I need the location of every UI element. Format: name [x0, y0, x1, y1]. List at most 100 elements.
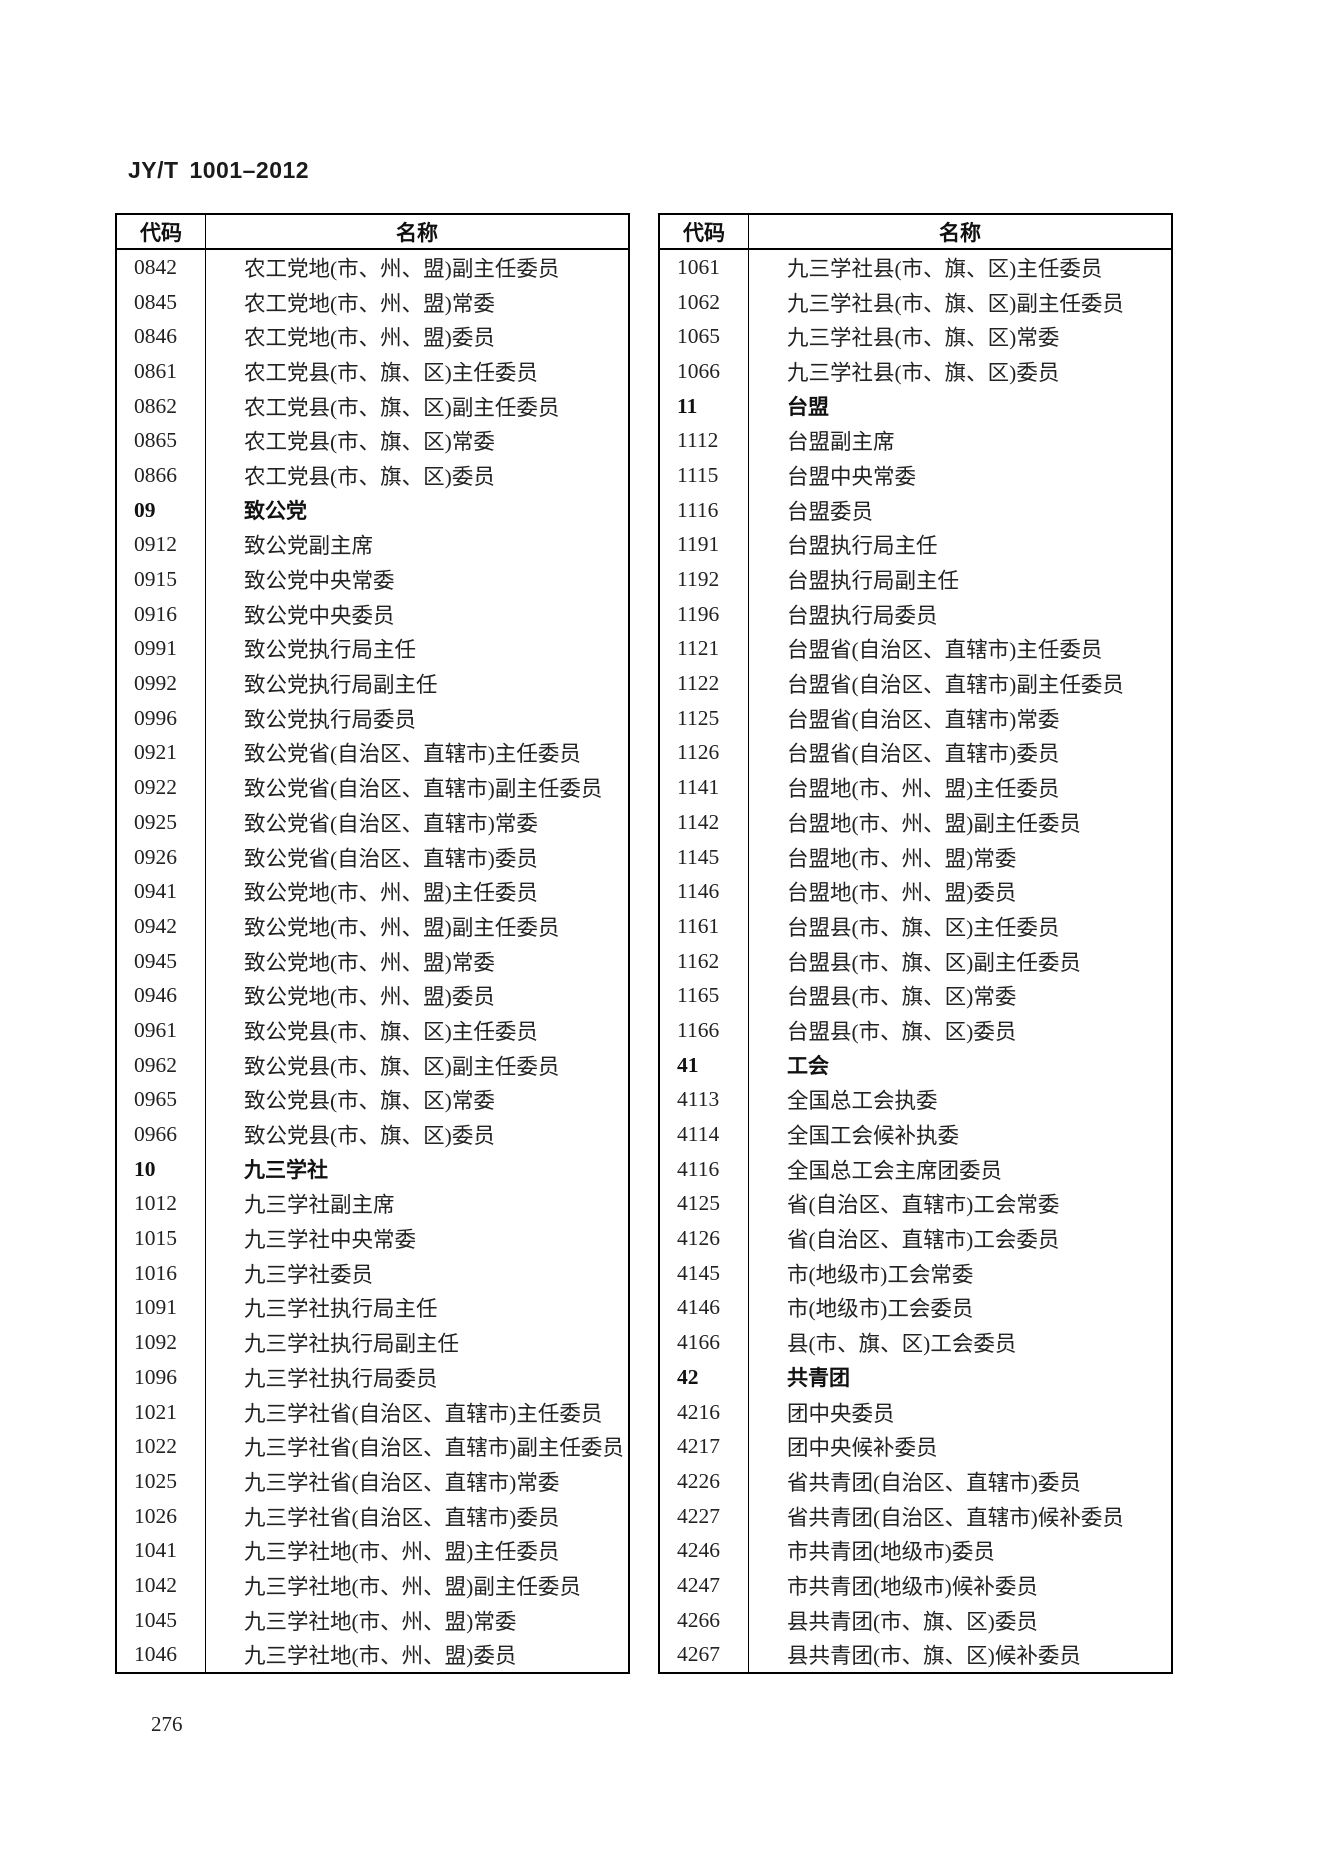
code-cell: 1025 — [116, 1464, 206, 1499]
name-cell: 致公党地(市、州、盟)主任委员 — [244, 881, 538, 906]
table-row: 0921 致公党省(自治区、直辖市)主任委员 — [116, 735, 629, 771]
name-cell: 市共青团(地级市)候补委员 — [787, 1574, 1038, 1599]
table-row: 4247 市共青团(地级市)候补委员 — [659, 1568, 1172, 1603]
code-cell: 1096 — [116, 1360, 206, 1395]
name-cell: 台盟省(自治区、直辖市)主任委员 — [787, 638, 1103, 663]
name-cell: 农工党地(市、州、盟)副主任委员 — [244, 256, 560, 281]
table-row: 0861 农工党县(市、旗、区)主任委员 — [116, 354, 629, 389]
code-cell: 1121 — [659, 631, 749, 667]
table-row: 1161 台盟县(市、旗、区)主任委员 — [659, 909, 1172, 944]
name-cell: 全国工会候补执委 — [787, 1124, 960, 1149]
name-cell: 九三学社执行局主任 — [244, 1297, 438, 1322]
code-cell: 1015 — [116, 1221, 206, 1256]
table-row: 4146 市(地级市)工会委员 — [659, 1290, 1172, 1326]
table-row: 1112 台盟副主席 — [659, 423, 1172, 459]
table-row: 1022 九三学社省(自治区、直辖市)副主任委员 — [116, 1429, 629, 1465]
table-row: 1046 九三学社地(市、州、盟)委员 — [116, 1637, 629, 1674]
table-row: 10 九三学社 — [116, 1151, 629, 1187]
code-cell: 1142 — [659, 805, 749, 840]
name-cell: 台盟县(市、旗、区)常委 — [787, 985, 1017, 1010]
name-cell: 台盟省(自治区、直辖市)委员 — [787, 742, 1060, 767]
standard-number-heading: JY/T 1001–2012 — [128, 157, 310, 183]
code-cell: 0991 — [116, 631, 206, 667]
table-row: 0996 致公党执行局委员 — [116, 700, 629, 736]
code-cell: 0961 — [116, 1013, 206, 1048]
table-row: 09 致公党 — [116, 492, 629, 528]
name-cell: 九三学社省(自治区、直辖市)常委 — [244, 1470, 560, 1495]
table-row: 0925 致公党省(自治区、直辖市)常委 — [116, 805, 629, 840]
name-cell: 致公党 — [244, 500, 307, 524]
code-cell: 4116 — [659, 1151, 749, 1187]
name-cell: 九三学社县(市、旗、区)常委 — [787, 326, 1060, 351]
code-cell: 4125 — [659, 1186, 749, 1222]
code-cell: 10 — [116, 1151, 206, 1187]
name-cell: 农工党地(市、州、盟)常委 — [244, 291, 495, 316]
table-row: 0865 农工党县(市、旗、区)常委 — [116, 423, 629, 459]
column-header-name: 名称 — [205, 214, 629, 250]
code-cell: 0966 — [116, 1117, 206, 1152]
table-row: 1191 台盟执行局主任 — [659, 527, 1172, 563]
code-cell: 0842 — [116, 249, 206, 285]
table-row: 4227 省共青团(自治区、直辖市)候补委员 — [659, 1498, 1172, 1534]
name-cell: 台盟执行局主任 — [787, 534, 938, 559]
table-row: 0922 致公党省(自治区、直辖市)副主任委员 — [116, 770, 629, 805]
name-cell: 九三学社县(市、旗、区)副主任委员 — [787, 291, 1124, 316]
table-row: 1116 台盟委员 — [659, 492, 1172, 528]
code-cell: 4227 — [659, 1498, 749, 1534]
name-cell: 台盟地(市、州、盟)常委 — [787, 846, 1017, 871]
table-row: 4126 省(自治区、直辖市)工会委员 — [659, 1221, 1172, 1256]
code-cell: 0846 — [116, 319, 206, 355]
name-cell: 九三学社副主席 — [244, 1193, 395, 1218]
code-cell: 1161 — [659, 909, 749, 944]
table-row: 0916 致公党中央委员 — [116, 596, 629, 632]
page-number: 276 — [151, 1712, 183, 1736]
name-cell: 省共青团(自治区、直辖市)候补委员 — [787, 1505, 1124, 1530]
code-cell: 1112 — [659, 423, 749, 459]
table-row: 1146 台盟地(市、州、盟)委员 — [659, 874, 1172, 910]
table-row: 1026 九三学社省(自治区、直辖市)委员 — [116, 1498, 629, 1534]
code-cell: 0941 — [116, 874, 206, 910]
code-cell: 0866 — [116, 458, 206, 493]
name-cell: 致公党执行局委员 — [244, 707, 417, 732]
table-row: 1066 九三学社县(市、旗、区)委员 — [659, 354, 1172, 389]
name-cell: 台盟执行局副主任 — [787, 569, 960, 594]
table-row: 4216 团中央委员 — [659, 1394, 1172, 1430]
code-cell: 1146 — [659, 874, 749, 910]
code-cell: 4216 — [659, 1394, 749, 1430]
name-cell: 九三学社中央常委 — [244, 1228, 417, 1253]
table-row: 1162 台盟县(市、旗、区)副主任委员 — [659, 943, 1172, 979]
table-row: 0941 致公党地(市、州、盟)主任委员 — [116, 874, 629, 910]
table-row: 0991 致公党执行局主任 — [116, 631, 629, 667]
table-row: 4226 省共青团(自治区、直辖市)委员 — [659, 1464, 1172, 1499]
table-row: 1016 九三学社委员 — [116, 1255, 629, 1291]
code-cell: 1042 — [116, 1568, 206, 1603]
name-cell: 省(自治区、直辖市)工会常委 — [787, 1193, 1060, 1218]
name-cell: 台盟地(市、州、盟)副主任委员 — [787, 811, 1081, 836]
code-cell: 1021 — [116, 1394, 206, 1430]
name-cell: 台盟省(自治区、直辖市)常委 — [787, 707, 1060, 732]
name-cell: 致公党省(自治区、直辖市)主任委员 — [244, 742, 581, 767]
name-cell: 台盟 — [787, 396, 829, 420]
table-row: 1091 九三学社执行局主任 — [116, 1290, 629, 1326]
name-cell: 台盟县(市、旗、区)主任委员 — [787, 915, 1060, 940]
name-cell: 市(地级市)工会常委 — [787, 1262, 974, 1287]
column-header-code: 代码 — [116, 214, 206, 250]
code-cell: 1026 — [116, 1498, 206, 1534]
code-cell: 1196 — [659, 596, 749, 632]
code-cell: 0925 — [116, 805, 206, 840]
name-cell: 致公党省(自治区、直辖市)常委 — [244, 811, 538, 836]
table-row: 1012 九三学社副主席 — [116, 1186, 629, 1222]
table-row: 4166 县(市、旗、区)工会委员 — [659, 1325, 1172, 1360]
table-row: 0842 农工党地(市、州、盟)副主任委员 — [116, 249, 629, 285]
name-cell: 台盟地(市、州、盟)委员 — [787, 881, 1017, 906]
code-cell: 0922 — [116, 770, 206, 805]
name-cell: 台盟地(市、州、盟)主任委员 — [787, 777, 1060, 802]
name-cell: 共青团 — [787, 1367, 850, 1391]
name-cell: 农工党地(市、州、盟)委员 — [244, 326, 495, 351]
table-row: 0945 致公党地(市、州、盟)常委 — [116, 943, 629, 979]
code-cell: 1045 — [116, 1602, 206, 1638]
name-cell: 农工党县(市、旗、区)委员 — [244, 464, 495, 489]
table-row: 4125 省(自治区、直辖市)工会常委 — [659, 1186, 1172, 1222]
table-row: 0946 致公党地(市、州、盟)委员 — [116, 978, 629, 1014]
name-cell: 县共青团(市、旗、区)委员 — [787, 1609, 1038, 1634]
